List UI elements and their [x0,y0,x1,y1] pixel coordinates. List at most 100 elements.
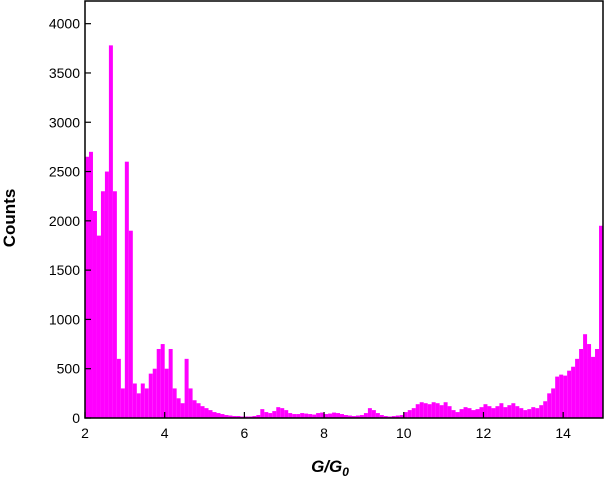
y-tick-label: 1000 [49,311,80,327]
bar [599,225,603,418]
bar [383,416,388,418]
y-tick-label: 4000 [49,16,80,32]
bar [100,191,105,418]
bar [411,408,416,418]
bar [439,405,444,418]
bar [539,405,544,418]
bar [192,400,197,418]
bar [264,412,269,418]
bar [176,398,181,418]
bar [212,412,217,418]
bar [443,402,448,418]
bar [112,191,117,418]
bar [168,348,173,418]
x-tick-label: 8 [320,425,328,441]
bar [260,409,265,418]
bar [591,356,596,418]
bar [208,410,213,418]
bar [595,348,600,418]
bar [351,416,356,418]
bar [156,348,161,418]
y-tick-label: 3000 [49,114,80,130]
bar [391,416,396,418]
bar [308,414,313,418]
x-tick-label: 10 [396,425,412,441]
bar [495,406,500,418]
bar [491,408,496,418]
bar [419,402,424,418]
bar [503,407,508,418]
bar [108,45,113,419]
bar [459,409,464,418]
y-tick-label: 1500 [49,262,80,278]
bar [447,406,452,418]
bar [136,393,141,418]
bar [375,413,380,418]
bars [85,45,603,419]
bar [515,406,520,418]
bar [288,413,293,418]
bar [216,413,221,418]
bar [292,414,297,418]
x-axis-title-subscript: 0 [342,465,349,479]
bar [587,344,592,418]
bar [172,388,177,418]
bar [511,403,516,418]
bar [160,344,165,418]
bar [395,415,400,418]
bar [324,414,329,418]
bar [132,383,137,418]
bar [220,414,225,418]
bar [463,407,468,418]
bar [451,410,456,418]
bar [547,393,552,418]
bar [483,404,488,418]
bar [543,401,548,418]
bar [148,373,153,418]
bar [152,368,157,418]
bar [527,409,532,418]
bar [367,408,372,418]
y-tick-label: 3500 [49,65,80,81]
bar [280,408,285,418]
bar [320,412,325,418]
bar [559,374,564,418]
bar [579,348,584,418]
bar [104,171,109,418]
bar [551,388,556,418]
bar [455,412,460,418]
bar [272,411,277,418]
bar [228,415,233,418]
bar [332,412,337,418]
bar [535,408,540,418]
bar [407,410,412,418]
bar [256,415,261,418]
bar [204,408,209,418]
bar [499,403,504,418]
bar [507,405,512,418]
bar [180,403,185,418]
bar [316,413,321,418]
x-tick-label: 14 [555,425,571,441]
bar [96,235,101,418]
y-tick-label: 0 [72,410,80,426]
bar [252,416,257,418]
bar [196,403,201,418]
x-axis-title: G/G0 [311,457,349,479]
bar [475,409,480,418]
bar [88,151,93,419]
bar [344,415,348,418]
bar [371,410,376,418]
bar [531,407,536,418]
bar [312,414,317,418]
x-tick-label: 6 [240,425,248,441]
bar [399,415,404,418]
y-axis-title: Counts [0,189,19,248]
bar [427,404,432,418]
bar [236,416,241,418]
bar [124,161,129,419]
bar [479,407,484,418]
bar [164,368,169,418]
y-tick-label: 2000 [49,213,80,229]
